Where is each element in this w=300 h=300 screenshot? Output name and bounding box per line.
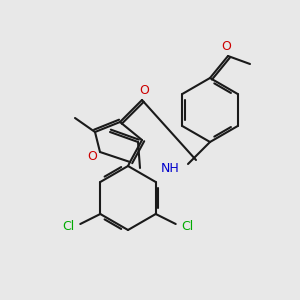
Text: Cl: Cl	[62, 220, 74, 232]
Text: Cl: Cl	[182, 220, 194, 232]
Text: O: O	[87, 151, 97, 164]
Text: O: O	[221, 40, 231, 52]
Text: NH: NH	[161, 161, 180, 175]
Text: O: O	[139, 83, 149, 97]
